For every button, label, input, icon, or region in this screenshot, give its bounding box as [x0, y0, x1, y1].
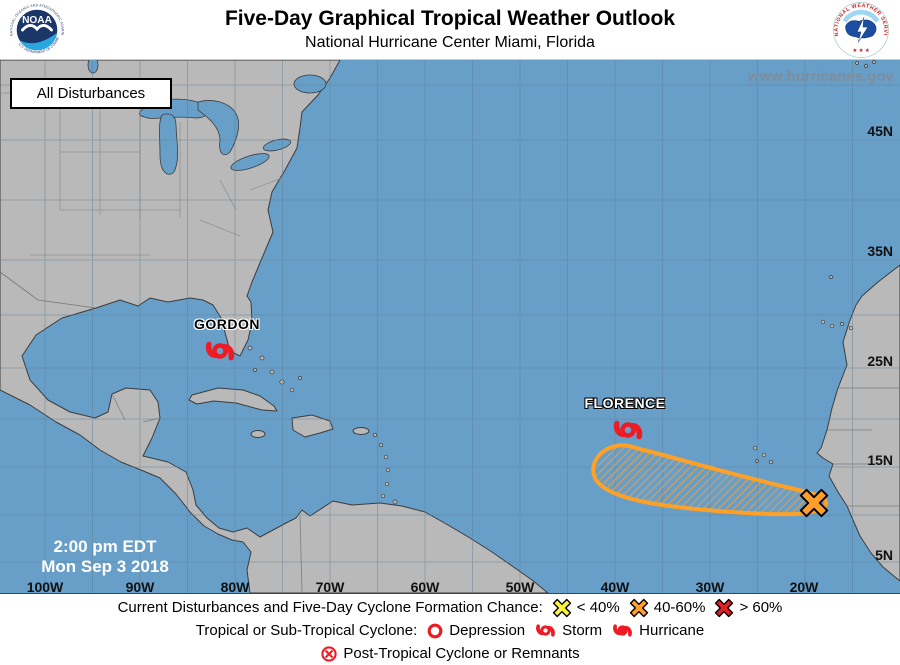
lon-label-60w: 60W [410, 579, 440, 593]
page-title: Five-Day Graphical Tropical Weather Outl… [224, 7, 676, 30]
legend: Current Disturbances and Five-Day Cyclon… [0, 593, 900, 665]
header: NATIONAL OCEANIC AND ATMOSPHERIC ADMINIS… [0, 0, 900, 60]
legend-item-low: < 40% [552, 598, 620, 618]
lat-label-45n: 45N [867, 123, 893, 139]
land-africa [816, 264, 900, 582]
svg-text:NOAA: NOAA [22, 15, 52, 26]
state-borders [0, 92, 900, 593]
legend-item-storm: Storm [534, 619, 602, 642]
land-americas [0, 60, 549, 593]
timestamp-time: 2:00 pm EDT [53, 537, 157, 556]
lon-label-40w: 40W [600, 579, 630, 593]
legend-row1-label: Current Disturbances and Five-Day Cyclon… [117, 599, 543, 616]
page-subtitle: National Hurricane Center Miami, Florida [305, 34, 595, 51]
nws-logo-icon[interactable]: NATIONAL WEATHER SERVICE ★ ★ ★ [832, 1, 890, 64]
depression-icon [427, 623, 443, 638]
lon-label-80w: 80W [220, 579, 250, 593]
red-x-icon [715, 598, 734, 617]
noaa-logo-icon[interactable]: NATIONAL OCEANIC AND ATMOSPHERIC ADMINIS… [8, 1, 66, 64]
small-islands [247, 60, 876, 505]
legend-row2-label: Tropical or Sub-Tropical Cyclone: [195, 622, 418, 639]
grid-lines [0, 60, 900, 593]
legend-item-hurricane: Hurricane [611, 619, 704, 642]
post-tropical-icon [321, 645, 338, 662]
lat-label-35n: 35N [867, 243, 893, 259]
legend-item-depression: Depression [426, 622, 525, 640]
timestamp: 2:00 pm EDT Mon Sep 3 2018 [16, 537, 194, 577]
lon-label-70w: 70W [315, 579, 345, 593]
storm-name-florence: FLORENCE [584, 395, 666, 411]
storm-name-gordon: GORDON [194, 316, 260, 332]
lat-label-5n: 5N [875, 547, 893, 563]
legend-item-post-tropical: Post-Tropical Cyclone or Remnants [320, 645, 580, 663]
lon-label-50w: 50W [505, 579, 535, 593]
orange-x-icon [629, 598, 648, 617]
storm-marker-florence[interactable] [611, 417, 645, 444]
outlook-map[interactable]: All Disturbances www.hurricanes.gov 2:00… [0, 60, 900, 593]
yellow-x-icon [552, 598, 571, 617]
legend-item-medium: 40-60% [629, 598, 705, 618]
legend-item-high: > 60% [714, 598, 782, 618]
lat-label-25n: 25N [867, 353, 893, 369]
lat-label-15n: 15N [867, 452, 893, 468]
tropical-storm-icon [534, 620, 558, 641]
mode-selector-all-disturbances[interactable]: All Disturbances [10, 78, 172, 109]
svg-text:★ ★ ★: ★ ★ ★ [852, 48, 869, 54]
hurricane-icon [611, 620, 635, 641]
watermark-url: www.hurricanes.gov [747, 68, 894, 85]
timestamp-date: Mon Sep 3 2018 [41, 557, 169, 576]
lon-label-30w: 30W [695, 579, 725, 593]
lon-label-100w: 100W [26, 579, 64, 593]
lon-label-20w: 20W [789, 579, 819, 593]
lon-label-90w: 90W [125, 579, 155, 593]
